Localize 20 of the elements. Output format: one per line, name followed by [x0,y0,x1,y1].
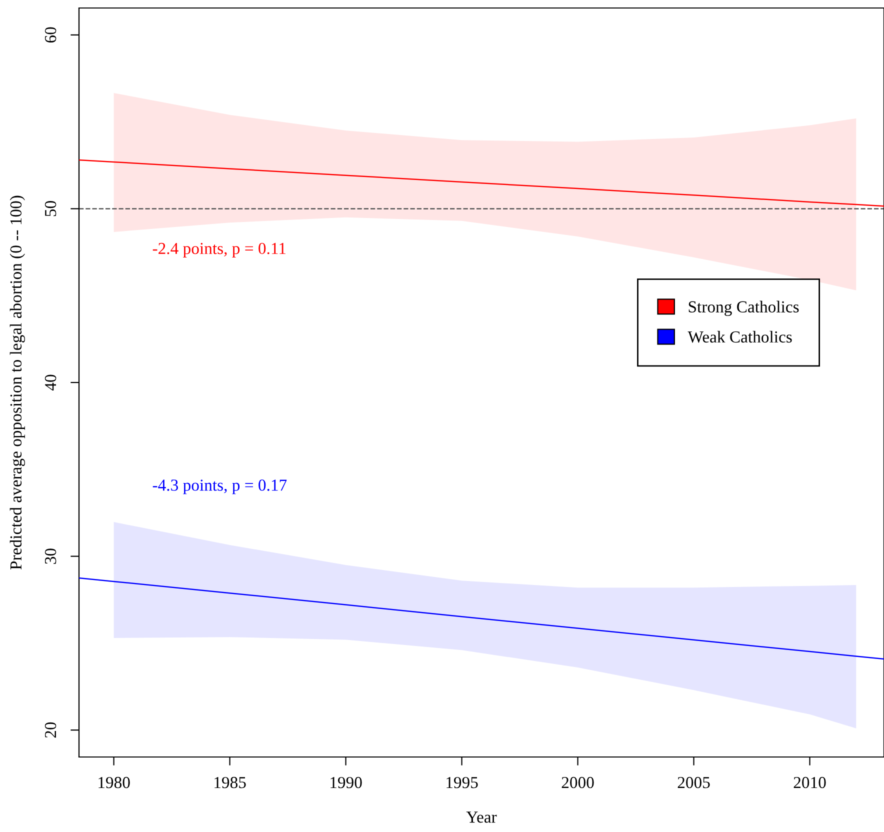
y-axis-title: Predicted average opposition to legal abortion (0 -- 100) [10,196,25,570]
x-tick-label: 2010 [794,776,826,788]
y-tick-label: 40 [44,374,56,391]
y-tick-label: 50 [44,201,56,216]
legend-label: Strong Catholics [688,300,799,316]
x-tick-label: 1985 [214,776,246,788]
line-series [79,577,884,660]
annotation: -4.3 points, p = 0.17 [152,480,287,494]
x-tick-label: 1995 [446,776,478,788]
x-axis-title: Year [466,812,497,823]
x-tick-label: 2005 [678,776,710,788]
y-tick-label: 60 [44,27,56,43]
line-series [79,159,884,207]
legend-label: Weak Catholics [688,330,792,343]
y-tick-label: 30 [44,548,56,564]
annotation: -2.4 points, p = 0.11 [152,242,286,258]
x-tick-label: 2000 [562,776,594,788]
x-tick-label: 1990 [330,776,362,788]
y-tick-label: 20 [44,722,56,738]
x-tick-label: 1980 [98,776,130,788]
